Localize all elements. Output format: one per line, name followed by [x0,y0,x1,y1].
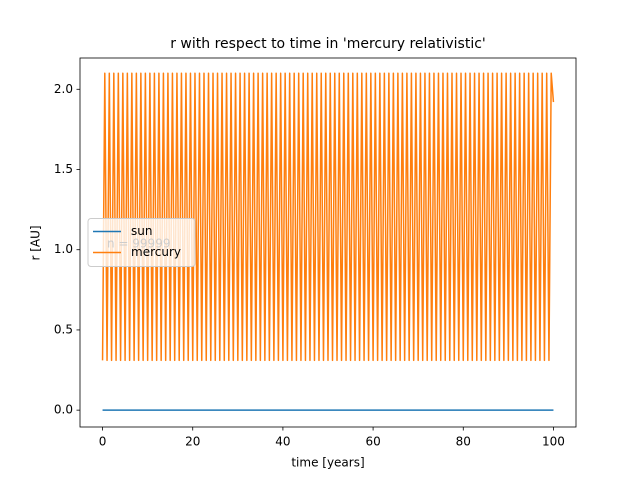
line-series [101,72,555,362]
x-tick-label: 80 [456,435,471,449]
y-tick-label: 0.5 [54,322,73,336]
y-axis-label: r [AU] [29,225,43,260]
x-tick-label: 0 [99,435,107,449]
legend-box [87,218,196,267]
plot-area [101,72,555,411]
y-tick-label: 2.0 [54,82,73,96]
y-tick-label: 0.0 [54,403,73,417]
x-tick-label: 40 [275,435,290,449]
axes-frame [79,57,577,428]
legend-label: mercury [131,245,181,259]
x-tick-label: 20 [185,435,200,449]
chart-title: r with respect to time in 'mercury relat… [170,36,486,52]
x-axis-label: time [years] [291,456,364,470]
x-tick-label: 60 [365,435,380,449]
y-tick-label: 1.0 [54,242,73,256]
legend-label: sun [131,224,152,238]
y-tick-label: 1.5 [54,162,73,176]
x-tick-label: 100 [542,435,565,449]
